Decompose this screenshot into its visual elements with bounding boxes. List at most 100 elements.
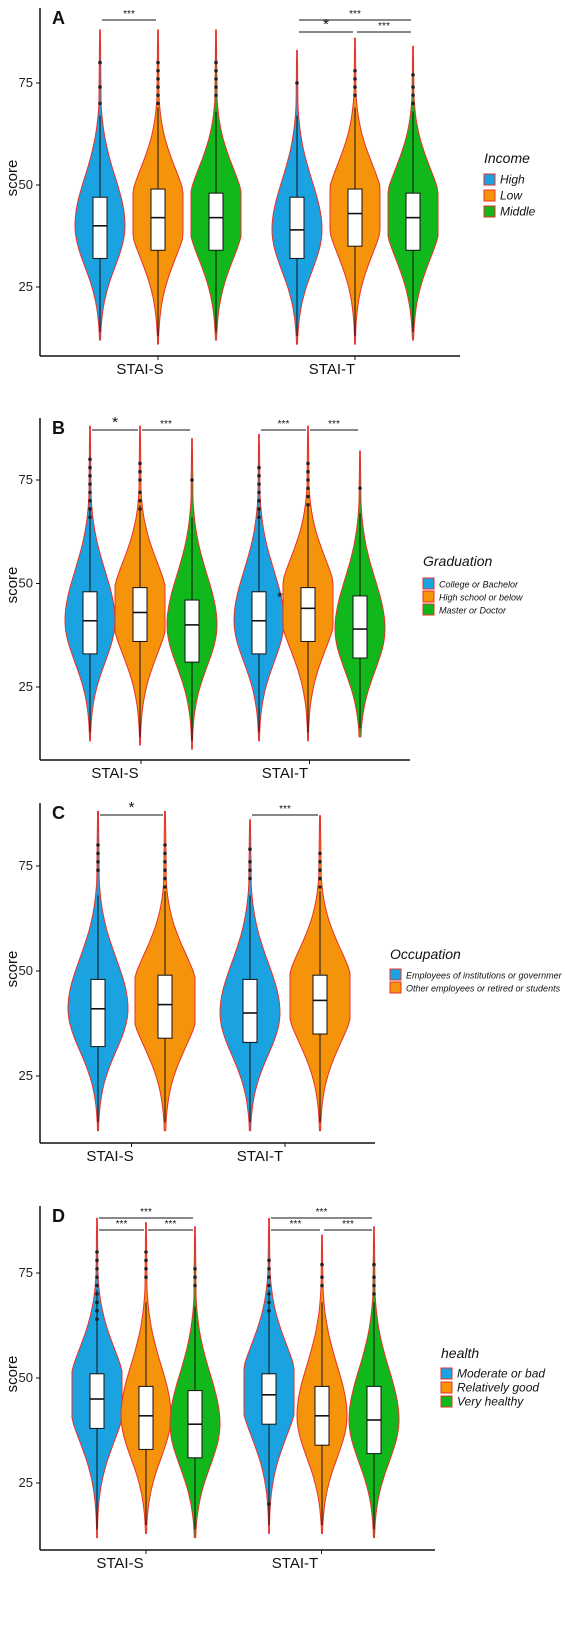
legend-label: High school or below	[439, 593, 523, 603]
outlier-point	[411, 73, 415, 77]
violin-stai-t-very-healthy	[348, 1226, 400, 1539]
outlier-point	[163, 876, 167, 881]
outlier-point	[144, 1250, 148, 1254]
outlier-point	[138, 461, 142, 466]
outlier-point	[88, 490, 92, 495]
outlier-point	[163, 868, 167, 872]
outlier-point	[214, 60, 218, 65]
outlier-point	[193, 1283, 197, 1288]
outlier-point	[138, 498, 142, 503]
outlier-point	[156, 60, 160, 65]
significance-bracket: ***	[142, 419, 190, 431]
outlier-point	[267, 1502, 271, 1506]
legend-label: Low	[500, 189, 523, 203]
y-tick-label: 50	[19, 1370, 33, 1385]
y-axis-title: score	[4, 951, 21, 988]
violin-stai-t-employees-of-institutions-or-governmer	[219, 819, 281, 1132]
outlier-point	[320, 1262, 324, 1267]
outlier-point	[144, 1267, 148, 1271]
y-axis-title: score	[4, 160, 21, 197]
violin-stai-s-high-school-or-below	[114, 425, 166, 746]
panel-letter: B	[52, 418, 65, 438]
box-rect	[251, 591, 267, 655]
box-rect	[82, 591, 98, 655]
outlier-point	[372, 1283, 376, 1288]
box-rect	[157, 974, 173, 1039]
outlier-point	[257, 507, 261, 511]
outlier-point	[353, 93, 357, 98]
outlier-point	[267, 1258, 271, 1263]
outlier-point	[411, 85, 415, 89]
legend-swatch	[483, 173, 496, 186]
panel-letter: D	[52, 1206, 65, 1226]
outlier-point	[156, 101, 160, 106]
outlier-point	[372, 1262, 376, 1267]
significance-bracket: ***	[271, 1219, 320, 1231]
violin-stai-t-relatively-good	[296, 1234, 348, 1534]
outlier-point	[214, 77, 218, 81]
box-rect	[261, 1373, 277, 1425]
significance-bracket: ***	[252, 804, 318, 816]
outlier-point	[372, 1292, 376, 1296]
legend-swatch	[440, 1381, 453, 1394]
outlier-point	[214, 68, 218, 73]
x-tick-label: STAI-S	[86, 1148, 133, 1165]
legend-title: health	[441, 1345, 479, 1361]
box-rect	[242, 978, 258, 1043]
outlier-point	[214, 85, 218, 89]
significance-bracket: ***	[324, 1219, 372, 1231]
outlier-point	[318, 851, 322, 856]
outlier-point	[193, 1275, 197, 1279]
outlier-point	[267, 1283, 271, 1288]
significance-label: ***	[278, 419, 290, 430]
x-tick-label: STAI-T	[309, 361, 355, 378]
box-rect	[92, 196, 108, 259]
significance-label: ***	[165, 1219, 177, 1230]
legend-label: Master or Doctor	[439, 606, 507, 616]
outlier-point	[257, 490, 261, 495]
outlier-point	[96, 860, 100, 864]
significance-bracket: ***	[271, 1207, 372, 1219]
legend-swatch	[440, 1367, 453, 1380]
outlier-point	[411, 93, 415, 98]
legend-title: Graduation	[423, 553, 492, 569]
outlier-point	[372, 1275, 376, 1279]
violin-stai-s-master-or-doctor	[166, 438, 218, 750]
outlier-point	[98, 60, 102, 65]
y-tick-label: 75	[19, 75, 33, 90]
outlier-point	[306, 494, 310, 499]
significance-label: ***	[160, 419, 172, 430]
legend-swatch	[440, 1395, 453, 1408]
outlier-point	[353, 77, 357, 81]
outlier-point	[95, 1309, 99, 1313]
outlier-point	[318, 876, 322, 881]
y-tick-label: 25	[19, 1068, 33, 1083]
legend-swatch	[422, 590, 435, 603]
outlier-point	[295, 81, 299, 85]
box-rect	[208, 192, 224, 251]
violin-stai-s-high	[74, 29, 126, 341]
outlier-point	[88, 474, 92, 478]
legend-title: Occupation	[390, 946, 461, 962]
violin-stai-s-moderate-or-bad	[71, 1217, 123, 1539]
significance-label: ***	[140, 1207, 152, 1218]
outlier-point	[95, 1300, 99, 1305]
significance-label: ***	[378, 21, 390, 32]
significance-bracket: ***	[148, 1219, 193, 1231]
outlier-point	[318, 868, 322, 872]
significance-label: ***	[290, 1219, 302, 1230]
outlier-point	[88, 482, 92, 486]
outlier-point	[320, 1275, 324, 1279]
outlier-point	[190, 478, 194, 482]
violin-stai-t-high-school-or-below	[282, 425, 334, 742]
panel-d: D 25 50 75 score STAI-S STAI-T *** *** *** *** *** *…	[4, 1206, 545, 1572]
outlier-point	[257, 515, 261, 520]
outlier-point	[411, 101, 415, 106]
outlier-point	[88, 507, 92, 511]
significance-label: ***	[279, 804, 291, 815]
outlier-point	[138, 469, 142, 474]
legend: Graduation College or Bachelor High school…	[422, 553, 523, 616]
